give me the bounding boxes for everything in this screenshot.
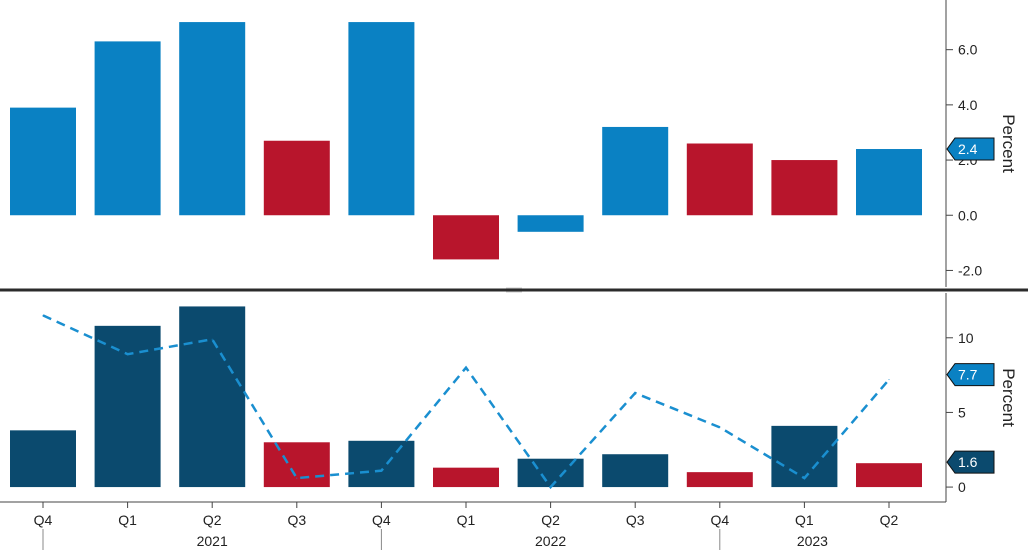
bottom-bar-last-badge-text: 1.6 [958,454,978,470]
top-last-value-badge-text: 2.4 [958,141,978,157]
bottom-bar-4 [263,442,330,488]
bottom-line-point-8 [634,392,636,394]
x-tick-label: Q1 [795,512,814,528]
top-bar-1 [10,107,76,216]
x-tick-label: Q2 [541,512,560,528]
x-tick-label: Q4 [34,512,53,528]
bottom-line-last-badge-text: 7.7 [958,367,978,383]
bottom-line-point-11 [888,379,890,381]
x-tick-label: Q2 [880,512,899,528]
top-y-tick-label: 4.0 [958,97,978,113]
top-y-tick-label: 6.0 [958,42,978,58]
top-bar-4 [263,140,330,216]
bottom-bar-11 [856,463,922,488]
bottom-bar-last-badge: 1.6 [946,450,995,474]
top-bar-11 [856,149,922,216]
x-year-label: 2023 [797,533,828,549]
bottom-panel: 10 5 0 Percent 7.7 1.6 [10,293,1018,502]
x-tick-label: Q1 [118,512,137,528]
bottom-line-point-10 [803,477,805,479]
x-tick-label: Q3 [626,512,645,528]
x-axis: Q4 Q1 Q2 Q3 Q4 Q1 Q2 Q3 Q4 Q1 Q2 2021 2022 2023 [0,501,946,550]
bottom-y-tick-label: 5 [958,404,966,420]
bottom-bar-9 [686,472,753,488]
top-y-tick-label: -2.0 [958,262,982,278]
top-bar-7 [517,215,584,232]
bottom-bar-3 [179,306,246,488]
bottom-y-tick-label: 10 [958,330,974,346]
bottom-line-point-3 [211,338,213,340]
bottom-bar-5 [348,440,415,488]
bottom-line-point-2 [127,353,129,355]
x-tick-label: Q3 [287,512,306,528]
top-bar-9 [686,143,753,216]
x-tick-label: Q2 [203,512,222,528]
top-y-axis-title: Percent [999,114,1018,173]
bottom-bar-2 [94,325,161,488]
bottom-line-point-4 [296,477,298,479]
bottom-bar-1 [10,430,76,488]
panel-divider-handle[interactable] [506,287,522,293]
bottom-y-axis-title: Percent [999,368,1018,427]
top-bar-10 [771,160,838,216]
top-last-value-badge: 2.4 [946,137,995,161]
top-y-tick-label: 0.0 [958,207,978,223]
bottom-line-series [42,314,890,490]
bottom-line-last-badge: 7.7 [946,363,995,387]
bottom-line-point-7 [550,486,552,488]
x-tick-label: Q4 [710,512,729,528]
top-bar-5 [348,22,415,216]
bottom-bar-8 [602,454,669,488]
x-year-label: 2022 [535,533,566,549]
bottom-line-point-5 [380,470,382,472]
top-bar-3 [179,22,246,216]
top-bar-8 [602,126,669,216]
x-tick-label: Q1 [457,512,476,528]
bottom-y-tick-label: 0 [958,479,966,495]
bottom-bar-6 [433,467,499,488]
top-bar-2 [94,41,161,216]
bottom-line-point-6 [465,367,467,369]
bottom-line-point-1 [42,314,44,316]
bottom-line-point-9 [719,426,721,428]
top-bar-6 [433,215,499,260]
x-tick-label: Q4 [372,512,391,528]
x-year-label: 2021 [197,533,228,549]
